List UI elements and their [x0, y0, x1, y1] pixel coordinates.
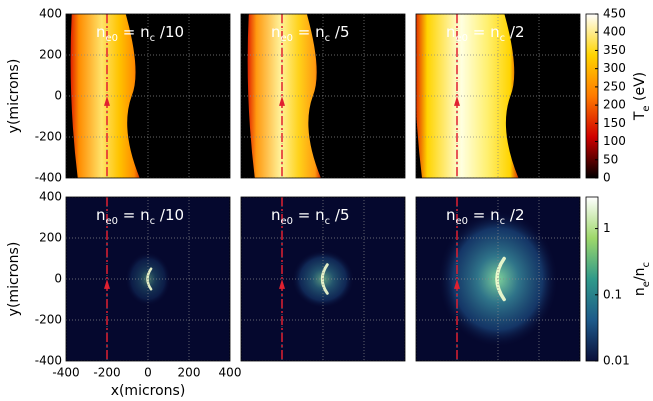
panel-annotation-part: = n — [293, 206, 325, 224]
laser-arrow — [454, 279, 460, 289]
colorbar-label-part: e — [641, 105, 652, 111]
y-tick-label: -200 — [35, 313, 62, 327]
panel — [241, 197, 405, 361]
panel-frame — [240, 196, 406, 362]
x-tick-label: 0 — [144, 366, 152, 380]
colorbar-label: ne/nc — [632, 262, 652, 296]
panel-annotation-part: c — [500, 216, 506, 227]
panel — [66, 14, 230, 178]
panel-annotation-part: n — [446, 206, 456, 224]
colorbar-label: Te (eV) — [632, 72, 652, 121]
laser-arrow — [104, 96, 110, 106]
panel-frame — [65, 196, 231, 362]
y-axis-label: y(microns) — [6, 242, 22, 317]
panel-annotation-part: e0 — [456, 216, 469, 227]
colorbar-label-part: (eV) — [632, 72, 648, 106]
panel-annotation-part: = n — [293, 23, 325, 41]
panel-frame — [415, 13, 581, 179]
colorbar-tick-label: 150 — [603, 116, 626, 130]
panel-annotation: ne0 = nc /10 — [96, 206, 184, 227]
colorbar-tick-label: 0 — [603, 171, 611, 185]
colorbar-label-part: c — [641, 262, 652, 268]
colorbar-tick-label: 0.01 — [603, 354, 630, 368]
y-tick-label: -400 — [35, 171, 62, 185]
panel-annotation-part: = n — [468, 206, 500, 224]
laser-arrow — [454, 96, 460, 106]
colorbar-tick-label: 250 — [603, 79, 626, 93]
colorbar-tick-label: 200 — [603, 98, 626, 112]
panel-annotation: ne0 = nc /10 — [96, 23, 184, 44]
panel-annotation-part: e0 — [106, 33, 119, 44]
colorbar-label-part: e — [641, 281, 652, 287]
x-tick-label: 400 — [219, 366, 242, 380]
panel-frame — [240, 13, 406, 179]
panel-annotation: ne0 = nc /5 — [271, 23, 350, 44]
panel-annotation-part: e0 — [456, 33, 469, 44]
panel-annotation-part: n — [96, 23, 106, 41]
panel-annotation-part: c — [150, 33, 156, 44]
panel-annotation-part: /2 — [505, 23, 524, 41]
colorbar — [585, 13, 599, 179]
panel-annotation-part: = n — [118, 206, 150, 224]
panel-frame — [415, 196, 581, 362]
colorbar-tick-label: 0.1 — [603, 287, 622, 301]
panel-annotation-part: /5 — [330, 23, 349, 41]
panel-annotation-part: n — [271, 206, 281, 224]
colorbar-tick-label: 450 — [603, 7, 626, 21]
colorbar-label-part: T — [632, 111, 648, 121]
colorbar-tick-label: 350 — [603, 43, 626, 57]
x-tick-label: -400 — [52, 366, 79, 380]
panel-annotation-part: e0 — [106, 216, 119, 227]
panel-annotation-part: n — [271, 23, 281, 41]
laser-arrow — [279, 279, 285, 289]
y-tick-label: -400 — [35, 354, 62, 368]
laser-arrow — [104, 279, 110, 289]
panel-annotation-part: /10 — [155, 23, 184, 41]
y-tick-label: 400 — [39, 190, 62, 204]
colorbar-label-part: /n — [632, 267, 648, 281]
colorbar-tick-label: 1 — [603, 221, 611, 235]
x-axis-label: x(microns) — [111, 383, 186, 399]
panel-annotation-part: c — [500, 33, 506, 44]
panel-annotation-part: c — [325, 33, 331, 44]
panel-annotation-part: /2 — [505, 206, 524, 224]
panel — [66, 197, 230, 361]
panel-annotation: ne0 = nc /2 — [446, 206, 525, 227]
colorbar-tick-label: 100 — [603, 134, 626, 148]
panel-annotation-part: c — [150, 216, 156, 227]
density-crescent — [495, 256, 506, 302]
panel-annotation: ne0 = nc /2 — [446, 23, 525, 44]
laser-arrow — [279, 96, 285, 106]
colorbar-tick-label: 50 — [603, 152, 618, 166]
y-tick-label: 200 — [39, 231, 62, 245]
panel-frame — [65, 13, 231, 179]
panel — [241, 14, 405, 178]
colorbar-tick-label: 300 — [603, 61, 626, 75]
panel-annotation-part: = n — [118, 23, 150, 41]
panel-annotation-part: /10 — [155, 206, 184, 224]
panel-annotation-part: e0 — [281, 216, 294, 227]
panel-annotation-part: c — [325, 216, 331, 227]
panel — [416, 14, 580, 178]
panel-annotation-part: n — [446, 23, 456, 41]
panel-annotation-part: /5 — [330, 206, 349, 224]
y-tick-label: 200 — [39, 48, 62, 62]
y-tick-label: 0 — [54, 89, 62, 103]
colorbar — [585, 196, 599, 362]
panel-annotation-part: = n — [468, 23, 500, 41]
colorbar-label-part: n — [632, 287, 648, 296]
y-axis-label: y(microns) — [6, 59, 22, 134]
y-tick-label: 0 — [54, 272, 62, 286]
colorbar-tick-label: 400 — [603, 25, 626, 39]
x-tick-label: -200 — [93, 366, 120, 380]
y-tick-label: 400 — [39, 7, 62, 21]
x-tick-label: 200 — [178, 366, 201, 380]
panel — [416, 197, 580, 361]
y-tick-label: -200 — [35, 130, 62, 144]
panel-annotation: ne0 = nc /5 — [271, 206, 350, 227]
panel-annotation-part: e0 — [281, 33, 294, 44]
panel-annotation-part: n — [96, 206, 106, 224]
